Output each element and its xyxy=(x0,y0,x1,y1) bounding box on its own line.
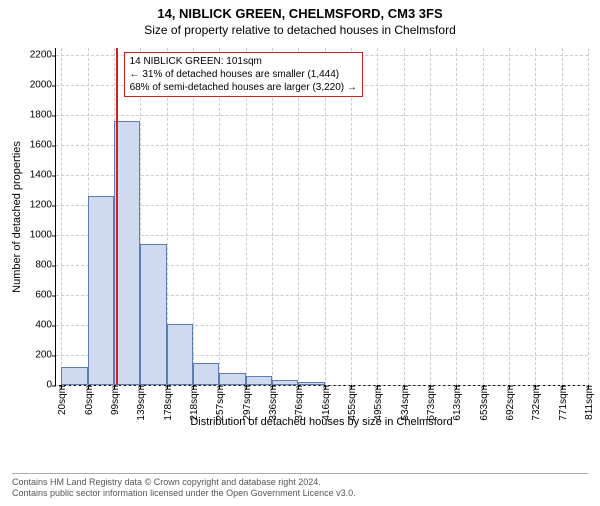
gridline-v xyxy=(404,48,405,385)
histogram-bar xyxy=(193,363,219,385)
histogram-bar xyxy=(246,376,272,385)
footer: Contains HM Land Registry data © Crown c… xyxy=(12,473,588,500)
property-marker-line xyxy=(116,48,118,385)
y-axis-label-wrap: Number of detached properties xyxy=(10,48,24,386)
histogram-bar xyxy=(114,121,140,385)
y-tick-label: 2000 xyxy=(30,80,52,91)
histogram-bar xyxy=(219,373,245,385)
y-tick-label: 600 xyxy=(35,290,52,301)
chart-container: 0200400600800100012001400160018002000220… xyxy=(55,48,588,428)
x-tick-label: 99sqm xyxy=(110,385,121,415)
histogram-bar xyxy=(167,324,193,385)
gridline-v xyxy=(430,48,431,385)
y-tick-label: 1000 xyxy=(30,230,52,241)
annotation-line2: ← 31% of detached houses are smaller (1,… xyxy=(130,68,357,81)
gridline-v xyxy=(377,48,378,385)
x-tick-label: 811sqm xyxy=(584,385,595,420)
chart-address-title: 14, NIBLICK GREEN, CHELMSFORD, CM3 3FS xyxy=(0,6,600,21)
footer-line2: Contains public sector information licen… xyxy=(12,488,588,500)
gridline-v xyxy=(588,48,589,385)
gridline-v xyxy=(509,48,510,385)
y-tick-label: 2200 xyxy=(30,50,52,61)
histogram-bar xyxy=(61,367,87,385)
x-tick-label: 60sqm xyxy=(84,385,95,415)
gridline-v xyxy=(535,48,536,385)
chart-subtitle: Size of property relative to detached ho… xyxy=(0,23,600,37)
y-tick-label: 1600 xyxy=(30,140,52,151)
y-tick-label: 1800 xyxy=(30,110,52,121)
gridline-v xyxy=(246,48,247,385)
x-axis-label: Distribution of detached houses by size … xyxy=(55,416,588,428)
x-tick-label: 20sqm xyxy=(57,385,68,415)
gridline-v xyxy=(562,48,563,385)
gridline-v xyxy=(351,48,352,385)
gridline-v xyxy=(298,48,299,385)
gridline-v xyxy=(325,48,326,385)
gridline-v xyxy=(272,48,273,385)
histogram-bar xyxy=(272,380,298,385)
y-tick-label: 800 xyxy=(35,260,52,271)
gridline-v xyxy=(483,48,484,385)
annotation-box: 14 NIBLICK GREEN: 101sqm ← 31% of detach… xyxy=(124,52,363,97)
plot-area: 0200400600800100012001400160018002000220… xyxy=(55,48,588,386)
y-tick-label: 1200 xyxy=(30,200,52,211)
histogram-bar xyxy=(88,196,114,385)
histogram-bar xyxy=(298,382,324,385)
footer-line1: Contains HM Land Registry data © Crown c… xyxy=(12,477,588,489)
gridline-v xyxy=(219,48,220,385)
y-tick-label: 200 xyxy=(35,350,52,361)
gridline-v xyxy=(456,48,457,385)
y-axis-label: Number of detached properties xyxy=(11,141,23,293)
annotation-line3: 68% of semi-detached houses are larger (… xyxy=(130,81,357,94)
y-tick-label: 400 xyxy=(35,320,52,331)
gridline-v xyxy=(193,48,194,385)
gridline-v xyxy=(61,48,62,385)
annotation-line1: 14 NIBLICK GREEN: 101sqm xyxy=(130,55,357,68)
y-tick-label: 0 xyxy=(46,380,52,391)
histogram-bar xyxy=(140,244,166,385)
y-tick-label: 1400 xyxy=(30,170,52,181)
